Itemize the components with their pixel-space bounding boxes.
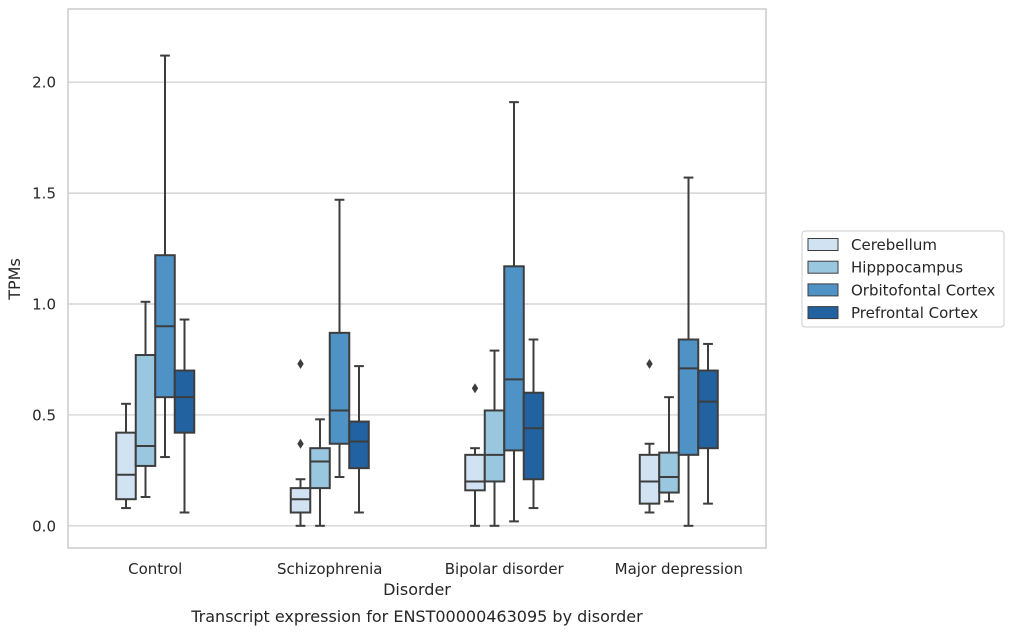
box-iqr (309, 447, 331, 490)
x-tick-label: Control (128, 560, 182, 578)
x-tick-label: Bipolar disorder (445, 560, 565, 578)
legend-label: Cerebellum (851, 236, 937, 254)
outlier-point (646, 358, 653, 369)
legend-swatch (807, 306, 839, 320)
y-tick-label: 1.0 (32, 296, 56, 314)
legend-label: Orbitofontal Cortex (851, 281, 995, 299)
box-group (115, 54, 196, 514)
outlier-point (297, 358, 304, 369)
x-tick-label: Schizophrenia (277, 560, 382, 578)
legend-swatch (807, 238, 839, 251)
box-iqr (638, 453, 661, 505)
x-axis-ticks: Control Schizophrenia Bipolar disorder Majo… (128, 560, 743, 578)
box-iqr (348, 420, 370, 470)
box-iqr (697, 369, 719, 450)
x-tick-label: Major depression (615, 560, 743, 578)
y-tick-label: 2.0 (32, 74, 56, 92)
y-tick-label: 0.5 (32, 406, 56, 424)
legend-swatch (807, 283, 839, 297)
plot-area-frame (67, 8, 767, 549)
box-iqr (677, 338, 700, 456)
box-iqr (173, 369, 196, 434)
box-iqr (464, 453, 486, 492)
box-iqr (134, 354, 157, 467)
x-axis-label: Disorder (383, 580, 451, 599)
box-group (464, 101, 545, 527)
box-iqr (289, 487, 312, 514)
chart-title: Transcript expression for ENST0000046309… (190, 607, 643, 626)
box-iqr (328, 331, 351, 445)
box-iqr (115, 431, 137, 501)
y-tick-label: 1.5 (32, 185, 56, 203)
y-tick-label: 0.0 (32, 517, 56, 535)
legend: Cerebellum Hipppocampus Orbitofontal Corte… (801, 230, 1005, 328)
box-iqr (658, 451, 680, 494)
legend-label: Prefrontal Cortex (851, 304, 978, 322)
box-group (289, 198, 370, 527)
outlier-point (297, 438, 304, 449)
box-iqr (522, 391, 545, 481)
box-iqr (503, 265, 525, 452)
legend-label: Hipppocampus (851, 259, 963, 277)
box-group (638, 176, 719, 527)
box-groups (115, 54, 719, 527)
legend-swatch (807, 260, 839, 274)
y-axis-label: TPMs (5, 258, 24, 301)
box-iqr (483, 409, 506, 483)
legend-frame (801, 230, 1005, 328)
y-axis-ticks: 0.0 0.5 1.0 1.5 2.0 (32, 74, 56, 536)
outlier-point (471, 383, 479, 394)
